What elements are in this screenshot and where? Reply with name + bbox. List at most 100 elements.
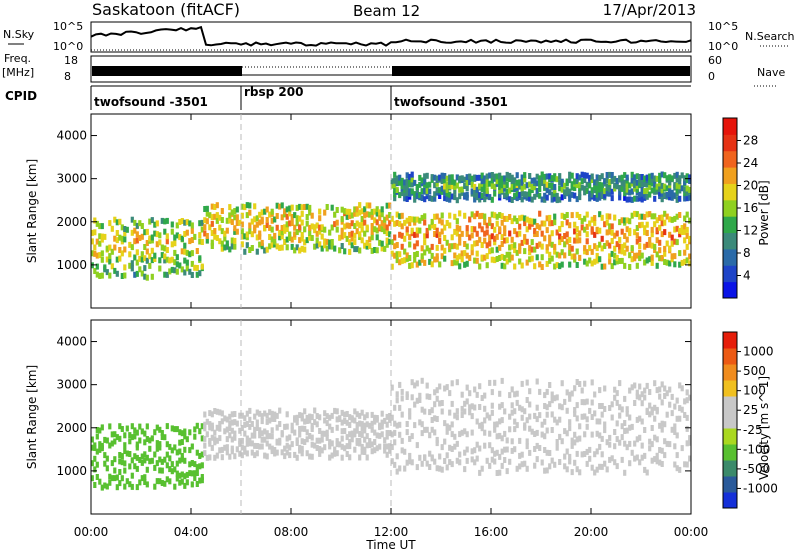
power-cell bbox=[325, 204, 329, 210]
power-cell bbox=[163, 228, 167, 235]
velocity-cell bbox=[535, 429, 539, 436]
power-cell bbox=[420, 245, 424, 252]
velocity-cell bbox=[300, 450, 304, 457]
velocity-cell bbox=[575, 402, 579, 409]
velocity-cell bbox=[135, 429, 139, 436]
power-cell bbox=[353, 223, 357, 229]
power-cell bbox=[508, 214, 512, 220]
velocity-cell bbox=[545, 411, 549, 418]
velocity-cell bbox=[568, 419, 572, 426]
power-cell bbox=[423, 213, 427, 220]
velocity-cell bbox=[630, 449, 634, 456]
velocity-cell bbox=[685, 440, 689, 447]
velocity-cell bbox=[108, 442, 112, 449]
velocity-cell bbox=[680, 385, 684, 392]
velocity-cell bbox=[470, 403, 474, 410]
power-cell bbox=[340, 233, 344, 240]
power-cell bbox=[248, 222, 252, 229]
velocity-cell bbox=[155, 424, 159, 431]
velocity-cell bbox=[395, 453, 399, 460]
velocity-cell bbox=[353, 446, 357, 453]
power-cell bbox=[238, 219, 242, 226]
power-cell bbox=[310, 212, 314, 219]
velocity-cell bbox=[545, 388, 549, 395]
power-cell bbox=[533, 227, 537, 234]
velocity-cell bbox=[133, 463, 137, 470]
power-cell bbox=[505, 188, 509, 195]
power-cell bbox=[655, 262, 659, 269]
power-cell bbox=[655, 251, 659, 258]
power-cell bbox=[453, 188, 457, 195]
velocity-cell bbox=[390, 458, 394, 465]
power-cell bbox=[493, 226, 497, 233]
power-cell bbox=[505, 194, 509, 201]
velocity-cell bbox=[228, 425, 232, 432]
power-cell bbox=[510, 254, 514, 261]
power-cell bbox=[598, 256, 602, 263]
velocity-cell bbox=[515, 422, 519, 429]
power-cell bbox=[235, 206, 239, 213]
power-cell bbox=[143, 265, 147, 272]
power-cell bbox=[115, 230, 119, 236]
power-cell bbox=[303, 204, 307, 210]
power-cell bbox=[605, 219, 609, 226]
velocity-cell bbox=[655, 452, 659, 459]
velocity-cell bbox=[598, 387, 602, 394]
power-cell bbox=[608, 190, 612, 197]
power-cell bbox=[113, 244, 117, 251]
power-cell bbox=[660, 182, 664, 189]
power-cell bbox=[615, 178, 619, 184]
velocity-cell bbox=[355, 427, 359, 434]
power-cell bbox=[605, 172, 609, 178]
power-cell bbox=[453, 179, 457, 186]
power-cell bbox=[633, 195, 637, 202]
power-cell bbox=[545, 173, 549, 180]
power-cell bbox=[560, 261, 564, 268]
velocity-cell bbox=[165, 423, 169, 430]
velocity-cell bbox=[455, 440, 459, 447]
power-cell bbox=[638, 174, 642, 180]
power-cell bbox=[140, 251, 144, 258]
power-cell bbox=[343, 232, 347, 239]
velocity-cell bbox=[328, 454, 332, 461]
velocity-cell bbox=[468, 390, 472, 397]
velocity-cell bbox=[330, 426, 334, 433]
power-cell bbox=[495, 213, 499, 220]
power-cell bbox=[620, 243, 624, 250]
velocity-cell bbox=[500, 417, 504, 424]
velocity-cell bbox=[618, 380, 622, 387]
velocity-cell bbox=[200, 435, 204, 442]
velocity-cell bbox=[168, 455, 172, 462]
velocity-cell bbox=[650, 457, 654, 464]
power-cell bbox=[280, 214, 284, 221]
velocity-cell bbox=[315, 437, 319, 444]
velocity-cell bbox=[405, 421, 409, 427]
velocity-cell bbox=[385, 430, 389, 436]
power-cell bbox=[435, 213, 439, 220]
power-cell bbox=[663, 229, 667, 236]
power-cell bbox=[433, 213, 437, 220]
power-cell bbox=[670, 253, 674, 260]
power-cell bbox=[130, 265, 134, 272]
power-cell bbox=[480, 212, 484, 219]
power-cell bbox=[670, 240, 674, 247]
velocity-cell bbox=[380, 419, 384, 426]
velocity-cell bbox=[503, 408, 507, 415]
power-cell bbox=[443, 173, 447, 179]
power-cell bbox=[285, 244, 289, 251]
velocity-cell bbox=[230, 419, 234, 426]
colorbar-swatch bbox=[723, 265, 737, 283]
velocity-cell bbox=[310, 414, 314, 421]
power-cell bbox=[638, 222, 642, 229]
power-cell bbox=[590, 226, 594, 233]
velocity-cell bbox=[658, 386, 662, 393]
power-cell bbox=[498, 255, 502, 261]
velocity-cell bbox=[400, 447, 404, 454]
power-cell bbox=[358, 231, 362, 238]
nsearch-label: N.Search bbox=[745, 30, 795, 43]
power-cell bbox=[148, 262, 152, 269]
power-cell bbox=[330, 243, 334, 250]
velocity-cell bbox=[360, 431, 364, 438]
velocity-cell bbox=[435, 465, 439, 472]
